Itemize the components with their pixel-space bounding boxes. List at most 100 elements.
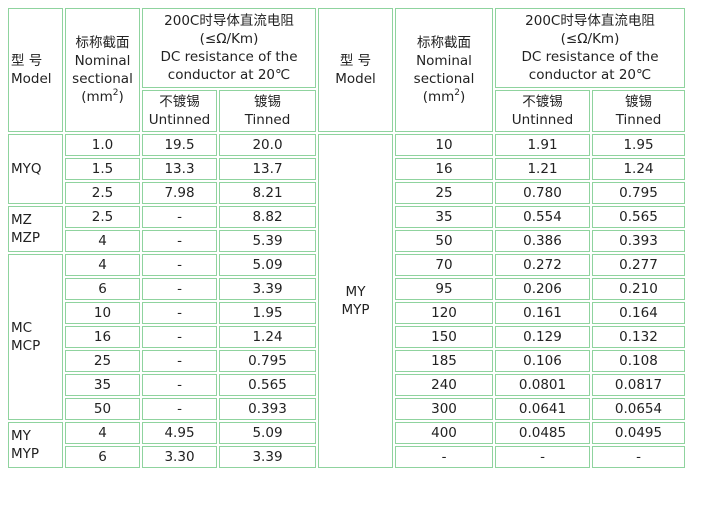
model-name: MZ [11,212,32,228]
section-cell: 300 [395,398,493,420]
tinned-cell: 5.09 [219,422,316,444]
untinned-cell: - [142,254,217,276]
untinned-cell: 0.0641 [495,398,590,420]
table-row: MZ MZP 2.5-8.82 35 0.554 0.565 [8,206,685,252]
model-name: MCP [11,338,41,354]
section-cell: 4 [65,230,140,252]
untinned-cell: - [142,230,217,252]
tinned-cell: 0.795 [219,350,316,372]
table-row: 2.5 7.98 8.21 25 0.780 0.795 [8,182,685,204]
tinned-cell: 20.0 [219,134,316,156]
section-cell: 120 [395,302,493,324]
untinned-cell: 1.21 [495,158,590,180]
header-res-en2: conductor at 20℃ [528,67,652,83]
section-cell: 70 [395,254,493,276]
section-cell: 240 [395,374,493,396]
tinned-cell: - [592,446,685,468]
header-resistance-right: 200C时导体直流电阻 (≤Ω/Km) DC resistance of the… [495,8,685,88]
untinned-cell: 0.161 [495,302,590,324]
untinned-cell: 4.95 [142,422,217,444]
table-row: 35-0.565 240 0.0801 0.0817 [8,374,685,396]
section-cell: 6 [65,446,140,468]
header-res-en1: DC resistance of the [160,49,298,65]
untinned-cell: - [142,398,217,420]
section-cell: 10 [65,302,140,324]
model-name: MY [11,428,31,444]
table-row: 10-1.95 120 0.161 0.164 [8,302,685,324]
table-row: MY MYP 4 4.95 5.09 400 0.0485 0.0495 [8,422,685,468]
tinned-cell: 8.82 [219,206,316,228]
header-tinned-left: 镀锡 Tinned [219,90,316,132]
section-cell: 150 [395,326,493,348]
tinned-cell: 5.39 [219,230,316,252]
untinned-cell: 1.91 [495,134,590,156]
untinned-cell: - [495,446,590,468]
header-model-left: 型 号 Model [8,8,63,132]
table-row: 6 3.30 3.39- - - [8,446,685,468]
section-cell: 50 [65,398,140,420]
untinned-cell: 7.98 [142,182,217,204]
untinned-cell: 3.30 [142,446,217,468]
table-row: MC MCP 4-5.09 70 0.272 0.277 [8,254,685,420]
model-name: MY [345,284,366,300]
section-cell: 25 [395,182,493,204]
tinned-cell: 3.39 [219,446,316,468]
header-tinned-en: Tinned [244,112,291,128]
header-untinned-en: Untinned [511,112,574,128]
section-cell: 2.5 [65,182,140,204]
header-tinned-cn: 镀锡 [254,94,281,110]
cable-spec-table-container: 型 号 Model 标称截面 Nominal sectional (mm2) 2… [6,6,687,470]
header-untinned-cn: 不镀锡 [159,94,200,110]
header-res-en2: conductor at 20℃ [167,67,291,83]
tinned-cell: 0.108 [592,350,685,372]
header-section-en2: sectional [413,71,475,87]
header-res-unit: (≤Ω/Km) [560,31,620,47]
untinned-cell: 0.0801 [495,374,590,396]
untinned-cell: 0.386 [495,230,590,252]
section-cell: 35 [395,206,493,228]
header-model-en: Model [11,71,52,87]
section-cell: 2.5 [65,206,140,228]
model-cell: MY MYP [8,422,63,468]
table-row: 16-1.24 150 0.129 0.132 [8,326,685,348]
section-cell: 1.5 [65,158,140,180]
tinned-cell: 1.24 [219,326,316,348]
header-model-right: 型 号 Model [318,8,393,132]
tinned-cell: 1.95 [219,302,316,324]
header-untinned-cn: 不镀锡 [522,94,563,110]
tinned-cell: 13.7 [219,158,316,180]
untinned-cell: - [142,374,217,396]
header-tinned-cn: 镀锡 [625,94,652,110]
section-cell: 35 [65,374,140,396]
tinned-cell: 0.795 [592,182,685,204]
section-cell: 4 [65,254,140,276]
model-name: MYP [11,446,40,462]
tinned-cell: 0.393 [219,398,316,420]
model-cell: MYQ [8,134,63,204]
header-res-cn: 200C时导体直流电阻 [525,13,655,29]
untinned-cell: - [142,326,217,348]
header-tinned-right: 镀锡 Tinned [592,90,685,132]
header-res-en1: DC resistance of the [521,49,659,65]
tinned-cell: 0.565 [219,374,316,396]
header-model-en: Model [335,71,376,87]
cable-spec-table: 型 号 Model 标称截面 Nominal sectional (mm2) 2… [6,6,687,470]
model-name: MYP [341,302,370,318]
header-untinned-left: 不镀锡 Untinned [142,90,217,132]
untinned-cell: 19.5 [142,134,217,156]
tinned-cell: 0.0654 [592,398,685,420]
header-section-left: 标称截面 Nominal sectional (mm2) [65,8,140,132]
tinned-cell: 0.0495 [592,422,685,444]
tinned-cell: 8.21 [219,182,316,204]
tinned-cell: 5.09 [219,254,316,276]
untinned-cell: 0.106 [495,350,590,372]
untinned-cell: 0.0485 [495,422,590,444]
section-cell: 10 [395,134,493,156]
tinned-cell: 0.164 [592,302,685,324]
header-section-cn: 标称截面 [75,35,130,51]
untinned-cell: 0.129 [495,326,590,348]
header-resistance-left: 200C时导体直流电阻 (≤Ω/Km) DC resistance of the… [142,8,316,88]
section-cell: 4 [65,422,140,444]
header-section-en2: sectional [72,71,133,87]
header-section-en1: Nominal [74,53,131,69]
